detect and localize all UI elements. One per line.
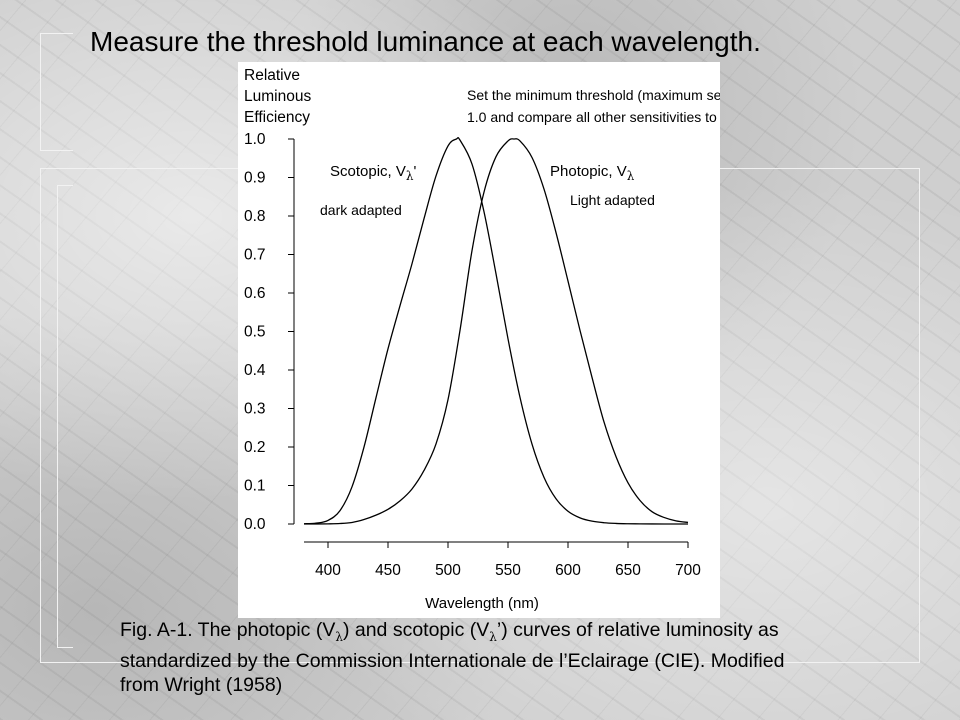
chart-panel: Relative Luminous Efficiency Set the min… (238, 62, 720, 618)
decorative-frame-left-top (40, 33, 73, 151)
scotopic-label-text: Scotopic, V (330, 163, 406, 180)
scotopic-curve (303, 137, 688, 525)
photopic-label-text: Photopic, V (550, 163, 627, 180)
y-tick-label: 0.3 (244, 401, 266, 418)
caption-part-2: ) and scotopic (V (342, 619, 490, 641)
y-tick-label: 0.5 (244, 324, 266, 341)
chart-curves (303, 137, 689, 525)
threshold-note-line-2: 1.0 and compare all other sensitivities … (467, 109, 720, 125)
scotopic-label-subscript: λ (406, 169, 414, 183)
y-tick-label: 0.9 (244, 170, 266, 187)
y-tick-label: 0.1 (244, 478, 266, 495)
photopic-curve (303, 138, 689, 525)
scotopic-state-label: dark adapted (320, 202, 402, 218)
figure-caption: Fig. A-1. The photopic (Vλ) and scotopic… (120, 618, 820, 697)
y-tick-label: 0.8 (244, 208, 266, 225)
x-tick-label: 700 (675, 562, 701, 579)
y-axis-label-line-2: Luminous (244, 88, 311, 105)
y-tick-label: 0.4 (244, 362, 266, 379)
x-tick-label: 550 (495, 562, 521, 579)
x-tick-label: 650 (615, 562, 641, 579)
caption-part-1: Fig. A-1. The photopic (V (120, 619, 336, 641)
luminosity-chart: Relative Luminous Efficiency Set the min… (244, 67, 720, 612)
threshold-note-line-1: Set the minimum threshold (maximum sensi… (467, 87, 720, 103)
x-tick-label: 600 (555, 562, 581, 579)
x-tick-label: 450 (375, 562, 401, 579)
x-tick-label: 400 (315, 562, 341, 579)
scotopic-label-prime: ' (413, 163, 416, 180)
y-tick-label: 0.0 (244, 516, 266, 533)
photopic-state-label: Light adapted (570, 192, 655, 208)
photopic-label-subscript: λ (627, 169, 635, 183)
slide-title: Measure the threshold luminance at each … (90, 26, 761, 57)
caption-subscript-2: λ (489, 629, 497, 644)
chart-axes: 0.0 0.1 0.2 0.3 0.4 0.5 0.6 0.7 0.8 0.9 1.0 400 450 5… (244, 131, 701, 579)
y-tick-label: 1.0 (244, 131, 266, 148)
scotopic-curve-label: Scotopic, Vλ' (330, 163, 416, 183)
caption-subscript-1: λ (335, 629, 343, 644)
y-tick-label: 0.2 (244, 439, 266, 456)
x-axis-title: Wavelength (nm) (425, 595, 539, 612)
y-tick-label: 0.7 (244, 247, 266, 264)
caption-part-3: ’) curves of relative luminosity as stan… (120, 619, 785, 696)
y-axis-label-line-1: Relative (244, 67, 300, 84)
photopic-curve-label: Photopic, Vλ (550, 163, 635, 183)
x-tick-label: 500 (435, 562, 461, 579)
decorative-frame-left-bottom (57, 185, 73, 648)
y-axis-label-line-3: Efficiency (244, 109, 310, 126)
y-tick-label: 0.6 (244, 285, 266, 302)
